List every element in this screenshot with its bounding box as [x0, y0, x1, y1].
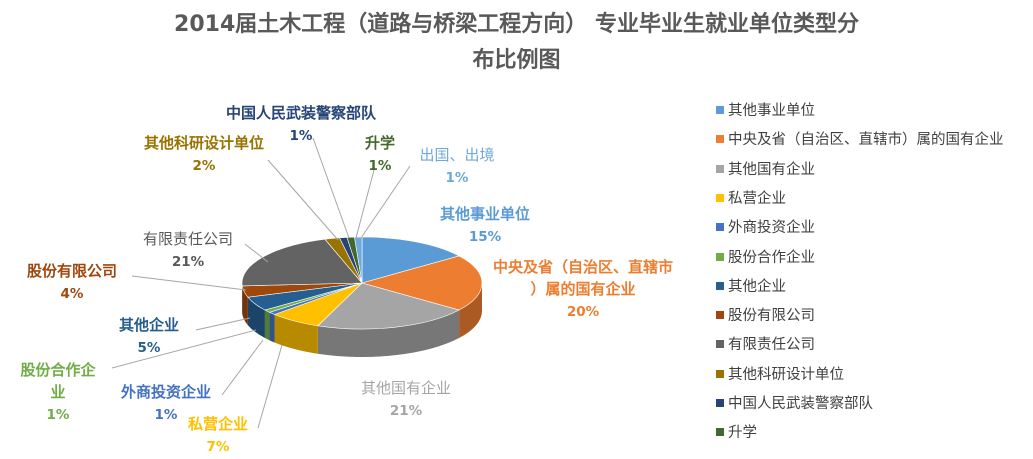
leader-line-升学	[355, 169, 375, 239]
leader-line-股份有限公司	[131, 275, 247, 291]
legend-item-股份有限公司: 股份有限公司	[716, 304, 815, 324]
legend-item-股份合作企业: 股份合作企业	[716, 246, 815, 266]
data-label-name-其他事业单位: 其他事业单位	[440, 205, 530, 223]
data-label-value-股份有限公司: 4%	[61, 286, 84, 302]
pie-side-其他企业	[247, 297, 265, 339]
leader-line-中国人民武装警察部队	[312, 137, 350, 239]
data-label-name-升学: 升学	[365, 134, 395, 152]
legend-label: 其他事业单位	[728, 103, 815, 119]
chart-title-line-1: 2014届土木工程（道路与桥梁工程方向） 专业毕业生就业单位类型分	[174, 12, 859, 37]
data-label-name-股份有限公司: 股份有限公司	[27, 262, 117, 280]
leader-line-出国、出境	[360, 165, 411, 239]
legend-swatch	[716, 311, 724, 320]
data-label-value-其他科研设计单位: 2%	[193, 158, 216, 174]
legend-label: 私营企业	[728, 190, 786, 207]
data-label-name-出国、出境: 出国、出境	[419, 146, 494, 164]
legend-item-其他国有企业: 其他国有企业	[716, 158, 815, 178]
data-label-name-中央及省（自治区、直辖市）属的国有企业: ）属的国有企业	[530, 280, 635, 298]
legend-item-其他事业单位: 其他事业单位	[716, 99, 815, 119]
pie-slice-其他事业单位	[361, 236, 460, 284]
data-label-value-股份合作企业: 1%	[47, 407, 70, 423]
chart-title-line-2: 布比例图	[472, 48, 561, 73]
legend-item-外商投资企业: 外商投资企业	[716, 216, 815, 236]
legend-item-其他企业: 其他企业	[716, 275, 786, 295]
data-label-name-中国人民武装警察部队: 中国人民武装警察部队	[226, 104, 377, 122]
legend-item-其他科研设计单位: 其他科研设计单位	[716, 363, 844, 383]
leader-line-外商投资企业	[221, 339, 264, 396]
legend-swatch	[716, 428, 724, 437]
data-label-name-外商投资企业: 外商投资企业	[120, 383, 211, 401]
data-label-value-私营企业: 7%	[207, 439, 230, 455]
data-label-name-有限责任公司: 有限责任公司	[143, 230, 233, 248]
pie-side-中央及省（自治区、直辖市）属的国有企业	[459, 283, 482, 339]
data-label-value-其他企业: 5%	[138, 340, 161, 356]
data-label-value-中央及省（自治区、直辖市）属的国有企业: 20%	[567, 304, 600, 320]
data-label-value-其他国有企业: 21%	[390, 403, 423, 419]
data-label-value-中国人民武装警察部队: 1%	[290, 128, 313, 144]
data-label-name-其他科研设计单位: 其他科研设计单位	[144, 134, 264, 152]
pie-slice-其他国有企业	[317, 282, 460, 330]
legend-swatch	[716, 106, 724, 114]
legend-label: 其他科研设计单位	[728, 366, 844, 383]
legend-item-有限责任公司: 有限责任公司	[716, 333, 815, 353]
legend-label: 升学	[728, 425, 757, 442]
legend-swatch	[716, 340, 724, 349]
legend-item-中央及省（自治区、直辖市）属的国有企业: 中央及省（自治区、直辖市）属的国有企业	[716, 128, 1004, 148]
pie-side-私营企业	[274, 314, 318, 354]
legend-swatch	[716, 135, 724, 144]
legend-label: 外商投资企业	[728, 220, 815, 237]
leader-line-其他科研设计单位	[267, 159, 339, 241]
legend-label: 其他企业	[728, 278, 786, 295]
pie-side-外商投资企业	[269, 312, 275, 343]
legend-item-私营企业: 私营企业	[716, 187, 786, 207]
data-label-name-股份合作企业: 业	[50, 383, 65, 401]
data-label-name-其他国有企业: 其他国有企业	[361, 379, 451, 397]
legend-swatch	[716, 223, 724, 232]
legend-label: 其他国有企业	[728, 161, 815, 178]
legend-swatch	[716, 399, 724, 407]
legend-swatch	[716, 369, 724, 378]
legend-label: 股份有限公司	[728, 308, 815, 325]
pie-side-股份合作企业	[264, 310, 270, 341]
legend-label: 股份合作企业	[728, 249, 815, 266]
data-label-name-私营企业: 私营企业	[187, 415, 248, 433]
legend-swatch	[716, 281, 724, 290]
legend-label: 有限责任公司	[728, 337, 815, 354]
data-label-name-其他企业: 其他企业	[119, 316, 179, 334]
pie-slice-有限责任公司	[241, 238, 363, 287]
legend-swatch	[716, 193, 724, 202]
data-label-value-有限责任公司: 21%	[172, 254, 205, 270]
legend-swatch	[716, 164, 724, 173]
data-label-value-出国、出境: 1%	[446, 170, 469, 186]
data-label-name-中央及省（自治区、直辖市）属的国有企业: 中央及省（自治区、直辖市	[493, 258, 673, 276]
legend-item-中国人民武装警察部队: 中国人民武装警察部队	[716, 392, 873, 412]
leader-line-其他企业	[195, 317, 251, 331]
data-label-value-外商投资企业: 1%	[155, 407, 178, 423]
leader-line-私营企业	[257, 344, 283, 429]
data-label-value-其他事业单位: 15%	[469, 229, 502, 245]
data-label-value-升学: 1%	[369, 158, 392, 174]
legend-swatch	[716, 252, 724, 261]
leader-line-有限责任公司	[244, 243, 269, 263]
pie-slice-中央及省（自治区、直辖市）属的国有企业	[360, 255, 483, 311]
legend-label: 中国人民武装警察部队	[728, 396, 873, 412]
legend-item-升学: 升学	[716, 421, 757, 441]
legend-label: 中央及省（自治区、直辖市）属的国有企业	[728, 132, 1004, 149]
data-label-name-股份合作企业: 股份合作企	[20, 361, 96, 379]
leader-line-股份合作企业	[111, 329, 257, 369]
pie-side-其他国有企业	[317, 310, 460, 358]
